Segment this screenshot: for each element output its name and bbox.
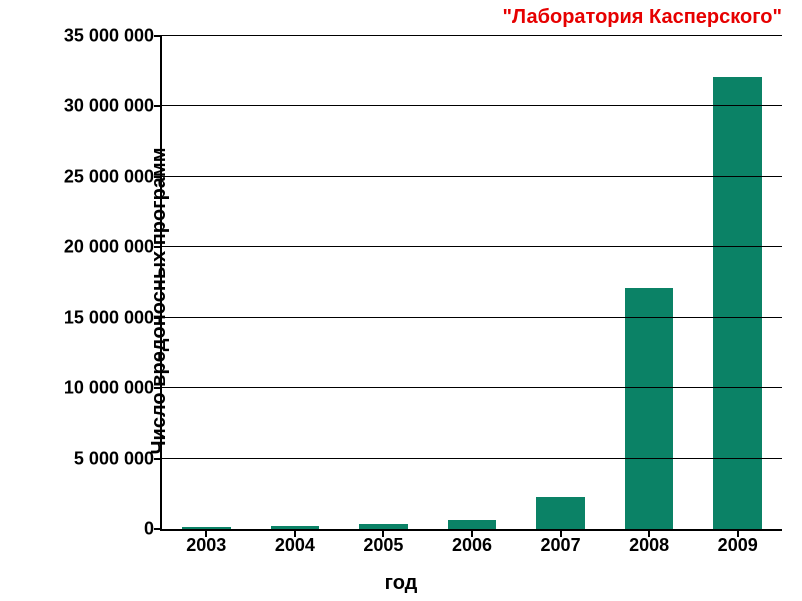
attribution-text: "Лаборатория Касперского"	[502, 6, 782, 29]
x-tick-label: 2007	[541, 529, 581, 556]
y-tick-label: 25 000 000	[64, 166, 162, 187]
bar	[536, 497, 585, 529]
y-tick-label: 35 000 000	[64, 26, 162, 47]
y-tick-label: 10 000 000	[64, 378, 162, 399]
gridline	[162, 176, 782, 177]
x-axis-label: год	[385, 572, 418, 595]
bars-layer	[162, 36, 782, 529]
chart-container: "Лаборатория Касперского" Число вредонос…	[0, 0, 802, 601]
gridline	[162, 458, 782, 459]
bar	[713, 77, 762, 529]
gridline	[162, 387, 782, 388]
gridline	[162, 317, 782, 318]
y-tick-label: 30 000 000	[64, 96, 162, 117]
x-tick-label: 2005	[363, 529, 403, 556]
y-tick-label: 5 000 000	[74, 448, 162, 469]
x-tick-label: 2004	[275, 529, 315, 556]
x-tick-label: 2003	[186, 529, 226, 556]
x-tick-label: 2009	[718, 529, 758, 556]
gridline	[162, 246, 782, 247]
y-tick-label: 15 000 000	[64, 307, 162, 328]
gridline	[162, 35, 782, 36]
y-tick-label: 20 000 000	[64, 237, 162, 258]
bar	[625, 288, 674, 529]
gridline	[162, 105, 782, 106]
plot-area: 05 000 00010 000 00015 000 00020 000 000…	[160, 36, 782, 531]
x-tick-label: 2008	[629, 529, 669, 556]
x-tick-label: 2006	[452, 529, 492, 556]
y-tick-label: 0	[144, 519, 162, 540]
bar	[448, 520, 497, 529]
